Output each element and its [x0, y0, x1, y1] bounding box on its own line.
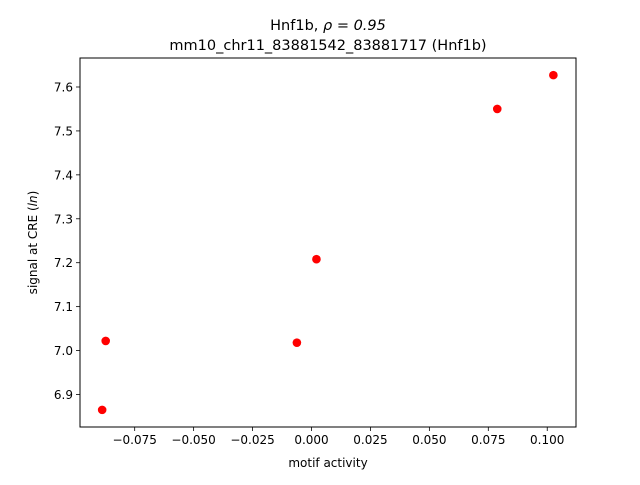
- data-point: [292, 338, 302, 347]
- chart-title-line1: Hnf1b, ρ = 0.95: [270, 18, 386, 34]
- x-axis-label: motif activity: [288, 456, 367, 470]
- y-axis-label: signal at CRE (ln): [26, 191, 40, 295]
- plot-frame: [79, 57, 577, 428]
- x-tick-label: −0.075: [112, 433, 156, 447]
- data-points: [97, 70, 558, 415]
- x-tick-label: −0.025: [230, 433, 274, 447]
- y-tick-label: 7.5: [54, 124, 73, 138]
- x-tick-label: 0.000: [294, 433, 328, 447]
- y-tick-label: 7.2: [54, 256, 73, 270]
- x-tick-label: 0.050: [412, 433, 446, 447]
- x-tick-label: −0.050: [171, 433, 215, 447]
- y-tick-label: 7.1: [54, 300, 73, 314]
- data-point: [97, 405, 107, 415]
- y-tick-label: 7.0: [54, 344, 73, 358]
- y-tick-label: 7.6: [54, 80, 73, 94]
- y-tick-label: 7.4: [54, 168, 73, 182]
- y-tick-label: 7.3: [54, 212, 73, 226]
- data-point: [312, 254, 321, 264]
- chart-title-line2: mm10_chr11_83881542_83881717 (Hnf1b): [169, 38, 486, 54]
- y-tick-label: 6.9: [54, 388, 73, 402]
- data-point: [492, 104, 502, 114]
- x-tick-label: 0.025: [353, 433, 387, 447]
- y-axis-ticks: 6.9 7.0 7.1 7.2 7.3 7.4 7.5 7.6: [54, 80, 80, 402]
- x-tick-label: 0.100: [530, 433, 564, 447]
- data-point: [101, 336, 110, 346]
- x-axis-ticks: −0.075 −0.050 −0.025 0.000 0.025 0.050 0.075 0.…: [112, 427, 564, 447]
- data-point: [549, 70, 558, 80]
- x-tick-label: 0.075: [471, 433, 505, 447]
